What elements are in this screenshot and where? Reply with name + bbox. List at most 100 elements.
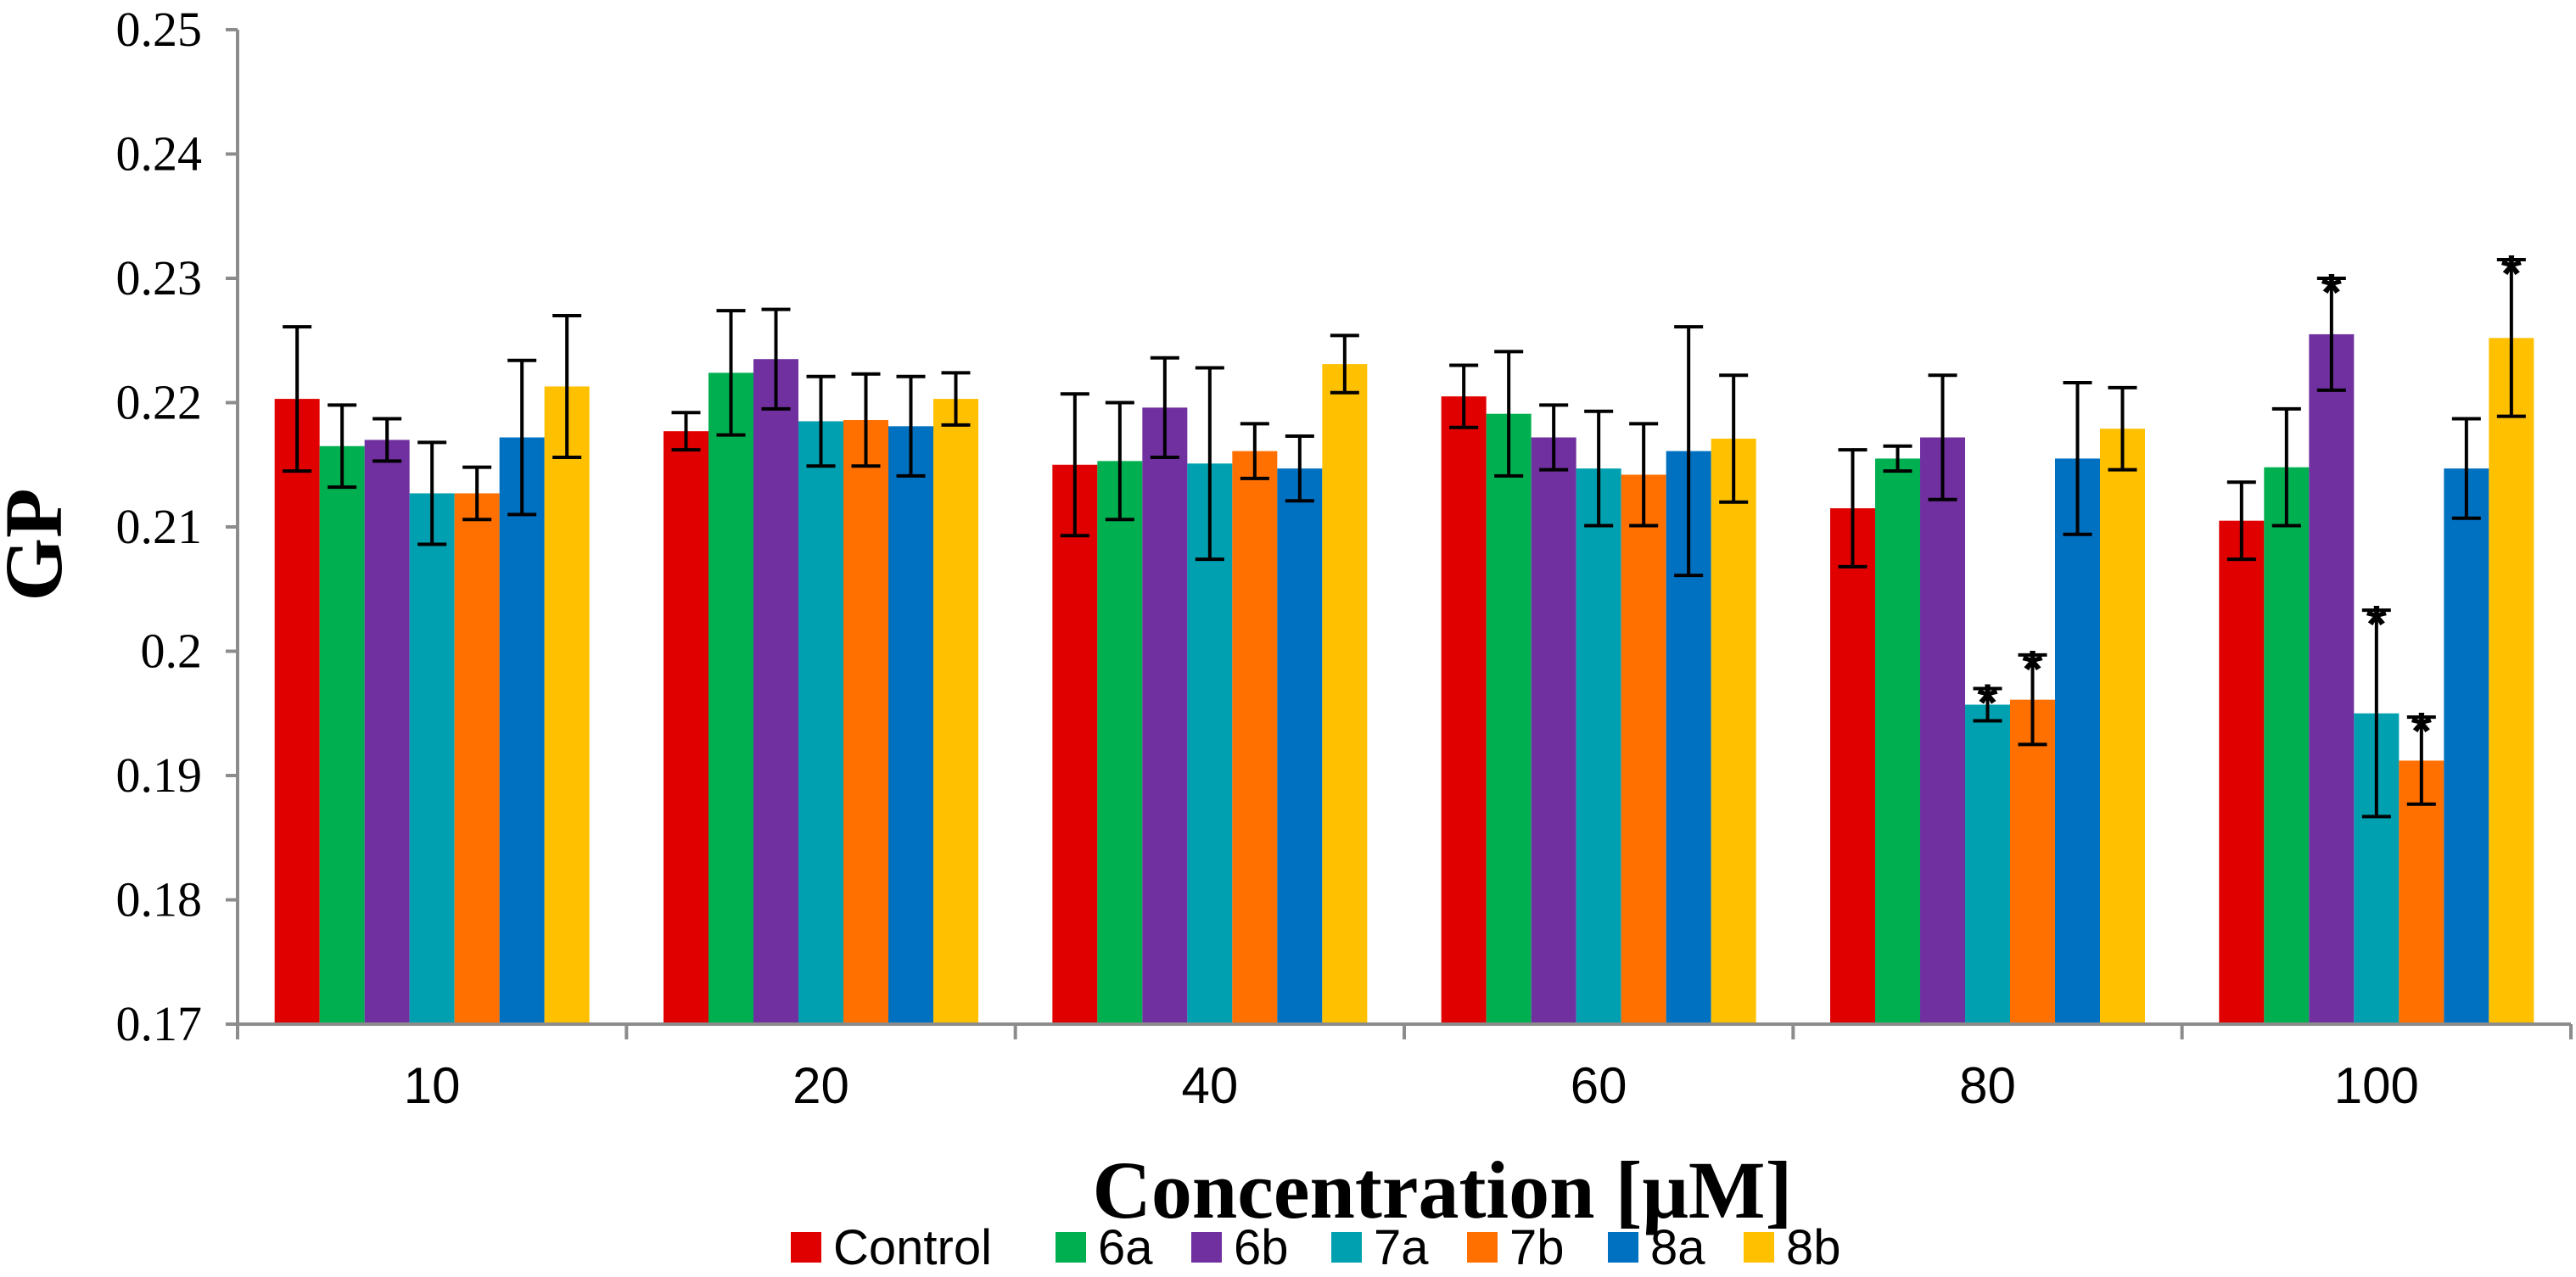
y-tick-label: 0.22 bbox=[116, 375, 203, 430]
legend-swatch bbox=[791, 1232, 821, 1263]
x-tick-label: 20 bbox=[792, 1057, 849, 1114]
error-bars bbox=[283, 258, 2526, 819]
error-bar bbox=[1240, 422, 1269, 480]
bar-8a-100 bbox=[2444, 468, 2489, 1024]
bar-6b-60 bbox=[1531, 437, 1576, 1024]
axes bbox=[236, 30, 2573, 1039]
significance-marker: * bbox=[2411, 703, 2433, 761]
legend-label: 6b bbox=[1234, 1220, 1289, 1275]
error-bar bbox=[761, 307, 791, 411]
legend-swatch bbox=[1467, 1232, 1498, 1263]
x-axis-title: Concentration [μM] bbox=[1093, 1145, 1793, 1235]
error-bar bbox=[2361, 608, 2391, 819]
bar-7b-20 bbox=[843, 420, 888, 1024]
error-bar bbox=[716, 309, 746, 437]
legend-label: Control bbox=[833, 1220, 992, 1275]
bar-6b-10 bbox=[364, 440, 410, 1024]
legend-item-7a: 7a bbox=[1331, 1220, 1429, 1275]
error-bar bbox=[2316, 277, 2346, 392]
significance-marker: * bbox=[2321, 264, 2343, 322]
legend-item-8a: 8a bbox=[1608, 1220, 1705, 1275]
bar-7a-10 bbox=[409, 493, 455, 1024]
bar-8a-40 bbox=[1277, 468, 1323, 1024]
error-bar bbox=[372, 417, 402, 463]
bar-6a-80 bbox=[1875, 458, 1920, 1024]
y-tick-label: 0.25 bbox=[116, 2, 203, 57]
bar-8b-10 bbox=[544, 386, 590, 1025]
error-bar bbox=[806, 374, 836, 468]
error-bar bbox=[671, 411, 701, 452]
legend-swatch bbox=[1191, 1232, 1222, 1263]
category-labels: 10 20 40 60 80 100 bbox=[404, 1057, 2419, 1114]
error-bar bbox=[1330, 333, 1359, 395]
error-bar bbox=[2496, 258, 2526, 418]
legend-swatch bbox=[1744, 1232, 1774, 1263]
bars bbox=[274, 333, 2534, 1025]
y-tick-label: 0.24 bbox=[116, 126, 203, 182]
bar-8b-60 bbox=[1711, 438, 1756, 1024]
legend-swatch bbox=[1056, 1232, 1086, 1263]
bar-8b-20 bbox=[933, 399, 978, 1025]
error-bar bbox=[2063, 381, 2092, 536]
error-bar bbox=[2226, 480, 2256, 562]
error-bar bbox=[1060, 392, 1089, 538]
error-bar bbox=[417, 440, 447, 546]
bar-6a-10 bbox=[319, 445, 365, 1024]
y-tick-label: 0.18 bbox=[116, 872, 203, 927]
error-bar bbox=[1150, 356, 1179, 459]
bar-6b-40 bbox=[1142, 407, 1188, 1024]
bar-8a-10 bbox=[499, 437, 545, 1024]
y-tick-label: 0.21 bbox=[116, 499, 203, 554]
error-bar bbox=[507, 358, 537, 517]
bar-6b-80 bbox=[1920, 437, 1965, 1024]
error-bar bbox=[2406, 715, 2436, 806]
bar-7b-80 bbox=[2010, 699, 2055, 1024]
legend: Control 6a 6b 7a 7b 8a 8b bbox=[791, 1220, 1841, 1275]
significance-marker: * bbox=[2501, 245, 2523, 304]
y-tick-label: 0.2 bbox=[141, 624, 203, 679]
bar-control-60 bbox=[1441, 396, 1487, 1024]
bar-8b-80 bbox=[2100, 428, 2145, 1024]
error-bar bbox=[1105, 400, 1134, 522]
error-bar bbox=[2451, 417, 2481, 520]
bar-control-80 bbox=[1830, 508, 1875, 1024]
y-tick-label: 0.17 bbox=[116, 996, 203, 1051]
error-bar bbox=[1449, 363, 1479, 429]
bar-7b-60 bbox=[1621, 474, 1666, 1024]
error-bar bbox=[941, 371, 971, 427]
legend-label: 8b bbox=[1786, 1220, 1841, 1275]
y-tick-label: 0.19 bbox=[116, 748, 203, 803]
error-bar bbox=[1883, 444, 1912, 473]
x-tick-label: 40 bbox=[1181, 1057, 1238, 1114]
bar-control-10 bbox=[274, 399, 320, 1025]
bar-control-40 bbox=[1052, 464, 1098, 1024]
error-bar bbox=[1838, 448, 1868, 568]
error-bar bbox=[896, 374, 926, 478]
error-bar bbox=[1285, 434, 1314, 503]
bar-7a-20 bbox=[798, 421, 843, 1025]
significance-marker: * bbox=[1977, 674, 1998, 732]
y-axis-ticks: 0.17 0.18 0.19 0.2 0.21 0.22 0.23 0.24 0.25 bbox=[116, 2, 238, 1051]
bar-6a-20 bbox=[708, 372, 753, 1025]
error-bar bbox=[2108, 385, 2137, 472]
legend-label: 7a bbox=[1374, 1220, 1429, 1275]
legend-item-6a: 6a bbox=[1056, 1220, 1153, 1275]
bar-control-20 bbox=[664, 431, 708, 1024]
error-bar bbox=[2271, 406, 2301, 528]
y-tick-label: 0.23 bbox=[116, 250, 203, 305]
x-tick-label: 80 bbox=[1959, 1057, 2016, 1114]
bar-7b-10 bbox=[454, 493, 500, 1024]
error-bar bbox=[462, 465, 492, 522]
legend-label: 7b bbox=[1509, 1220, 1565, 1275]
y-axis-title: GP bbox=[0, 488, 79, 601]
bar-6b-20 bbox=[753, 359, 798, 1025]
bar-6a-60 bbox=[1486, 413, 1532, 1024]
error-bar bbox=[1629, 422, 1659, 528]
error-bar bbox=[1928, 373, 1957, 501]
x-tick-label: 100 bbox=[2334, 1057, 2419, 1114]
bar-6a-100 bbox=[2264, 467, 2310, 1024]
x-tick-label: 60 bbox=[1571, 1057, 1627, 1114]
bar-6a-40 bbox=[1097, 461, 1143, 1024]
